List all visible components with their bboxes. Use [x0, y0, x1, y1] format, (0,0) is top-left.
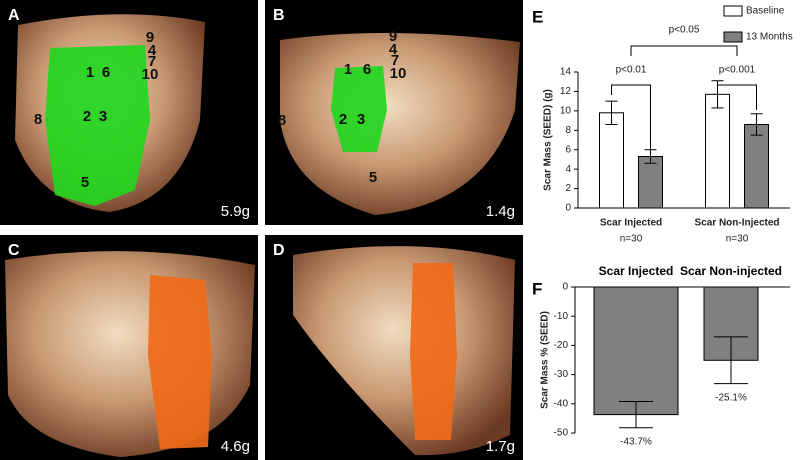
annotation: p<0.001 [719, 65, 756, 76]
segment-label: 10 [390, 65, 407, 82]
category-note: n=30 [620, 234, 643, 245]
segment-label: 5 [369, 169, 377, 186]
legend-swatch [723, 5, 743, 17]
y-tick-label: -40 [554, 398, 569, 409]
panel-letter: A [8, 7, 20, 24]
category-label: Scar Injected [599, 264, 674, 278]
segment-label: 5 [81, 174, 89, 191]
image-panel: D 1.7g [265, 235, 523, 460]
chart-f: F Scar Mass % (SEED) -50 -40 -30 -20 -10 0 Scar … [532, 264, 790, 447]
scar-overlay [331, 66, 387, 152]
segment-label: 8 [34, 111, 42, 128]
significance-bracket [630, 45, 738, 56]
segment-label: 4 [148, 42, 157, 59]
y-axis-label: Scar Mass (SEED) (g) [543, 89, 554, 191]
scar-overlay [45, 45, 150, 206]
y-tick-label: -10 [554, 311, 569, 322]
segment-label: 8 [278, 112, 286, 129]
legend-label: Baseline [746, 6, 785, 17]
scar-overlay [148, 275, 212, 449]
panel-letter: E [532, 7, 543, 26]
segment-label: 7 [148, 53, 156, 70]
y-tick-label: -30 [554, 369, 569, 380]
legend-swatch [723, 31, 743, 43]
segment-label: 7 [391, 52, 399, 69]
value-label: -43.7% [620, 436, 652, 447]
scar-mass-label: 1.4g [486, 203, 515, 220]
bar [705, 93, 730, 209]
scar-mass-label: 4.6g [221, 438, 250, 455]
segment-label: 10 [142, 66, 159, 83]
chart-e: E Scar Mass (SEED) (g) 0 2 4 6 8 10 12 14 Scar Inj… [532, 5, 793, 245]
y-tick-label: -20 [554, 340, 569, 351]
category-label: Scar Non-injected [680, 264, 782, 278]
segment-label: 6 [363, 61, 371, 78]
x-tick-label: Scar Non-Injected [694, 218, 779, 229]
y-tick-label: 4 [565, 164, 571, 175]
segment-label: 3 [357, 111, 365, 128]
y-axis-label: Scar Mass % (SEED) [540, 311, 551, 409]
segment-label: 9 [389, 28, 397, 45]
scar-mass-label: 5.9g [221, 203, 250, 220]
annotation: p<0.01 [616, 65, 647, 76]
segment-label: 9 [146, 29, 154, 46]
segment-label: 1 [86, 64, 94, 81]
category-note: n=30 [726, 234, 749, 245]
y-tick-label: -50 [554, 428, 569, 439]
value-label: -25.1% [715, 392, 747, 403]
bar [744, 123, 769, 209]
legend-label: 13 Months [746, 32, 793, 43]
scar-overlay [410, 263, 457, 440]
bar [593, 286, 679, 416]
y-tick-label: 2 [565, 183, 571, 194]
panel-letter: F [532, 279, 542, 298]
y-tick-label: 0 [565, 203, 571, 214]
y-tick-label: 12 [560, 86, 572, 97]
segment-label: 2 [83, 108, 91, 125]
y-tick-label: 14 [560, 67, 572, 78]
panel-letter: C [8, 242, 20, 259]
panel-letter: B [273, 7, 285, 24]
y-tick-label: 0 [562, 282, 568, 293]
segment-label: 1 [344, 61, 352, 78]
y-tick-label: 10 [560, 105, 572, 116]
significance-bracket [717, 84, 757, 110]
y-tick-label: 6 [565, 144, 571, 155]
scar-mass-label: 1.7g [486, 438, 515, 455]
panel-letter: D [273, 242, 285, 259]
segment-label: 3 [99, 108, 107, 125]
heart-rendering [293, 246, 515, 456]
image-panel: C 4.6g [0, 235, 258, 460]
bar [638, 156, 663, 209]
significance-bracket [611, 84, 651, 150]
annotation: p<0.05 [669, 25, 700, 36]
segment-label: 6 [102, 64, 110, 81]
x-tick-label: Scar Injected [600, 218, 662, 229]
y-tick-label: 8 [565, 125, 571, 136]
bar [599, 112, 624, 209]
segment-label: 2 [339, 111, 347, 128]
segment-label: 4 [389, 41, 398, 58]
